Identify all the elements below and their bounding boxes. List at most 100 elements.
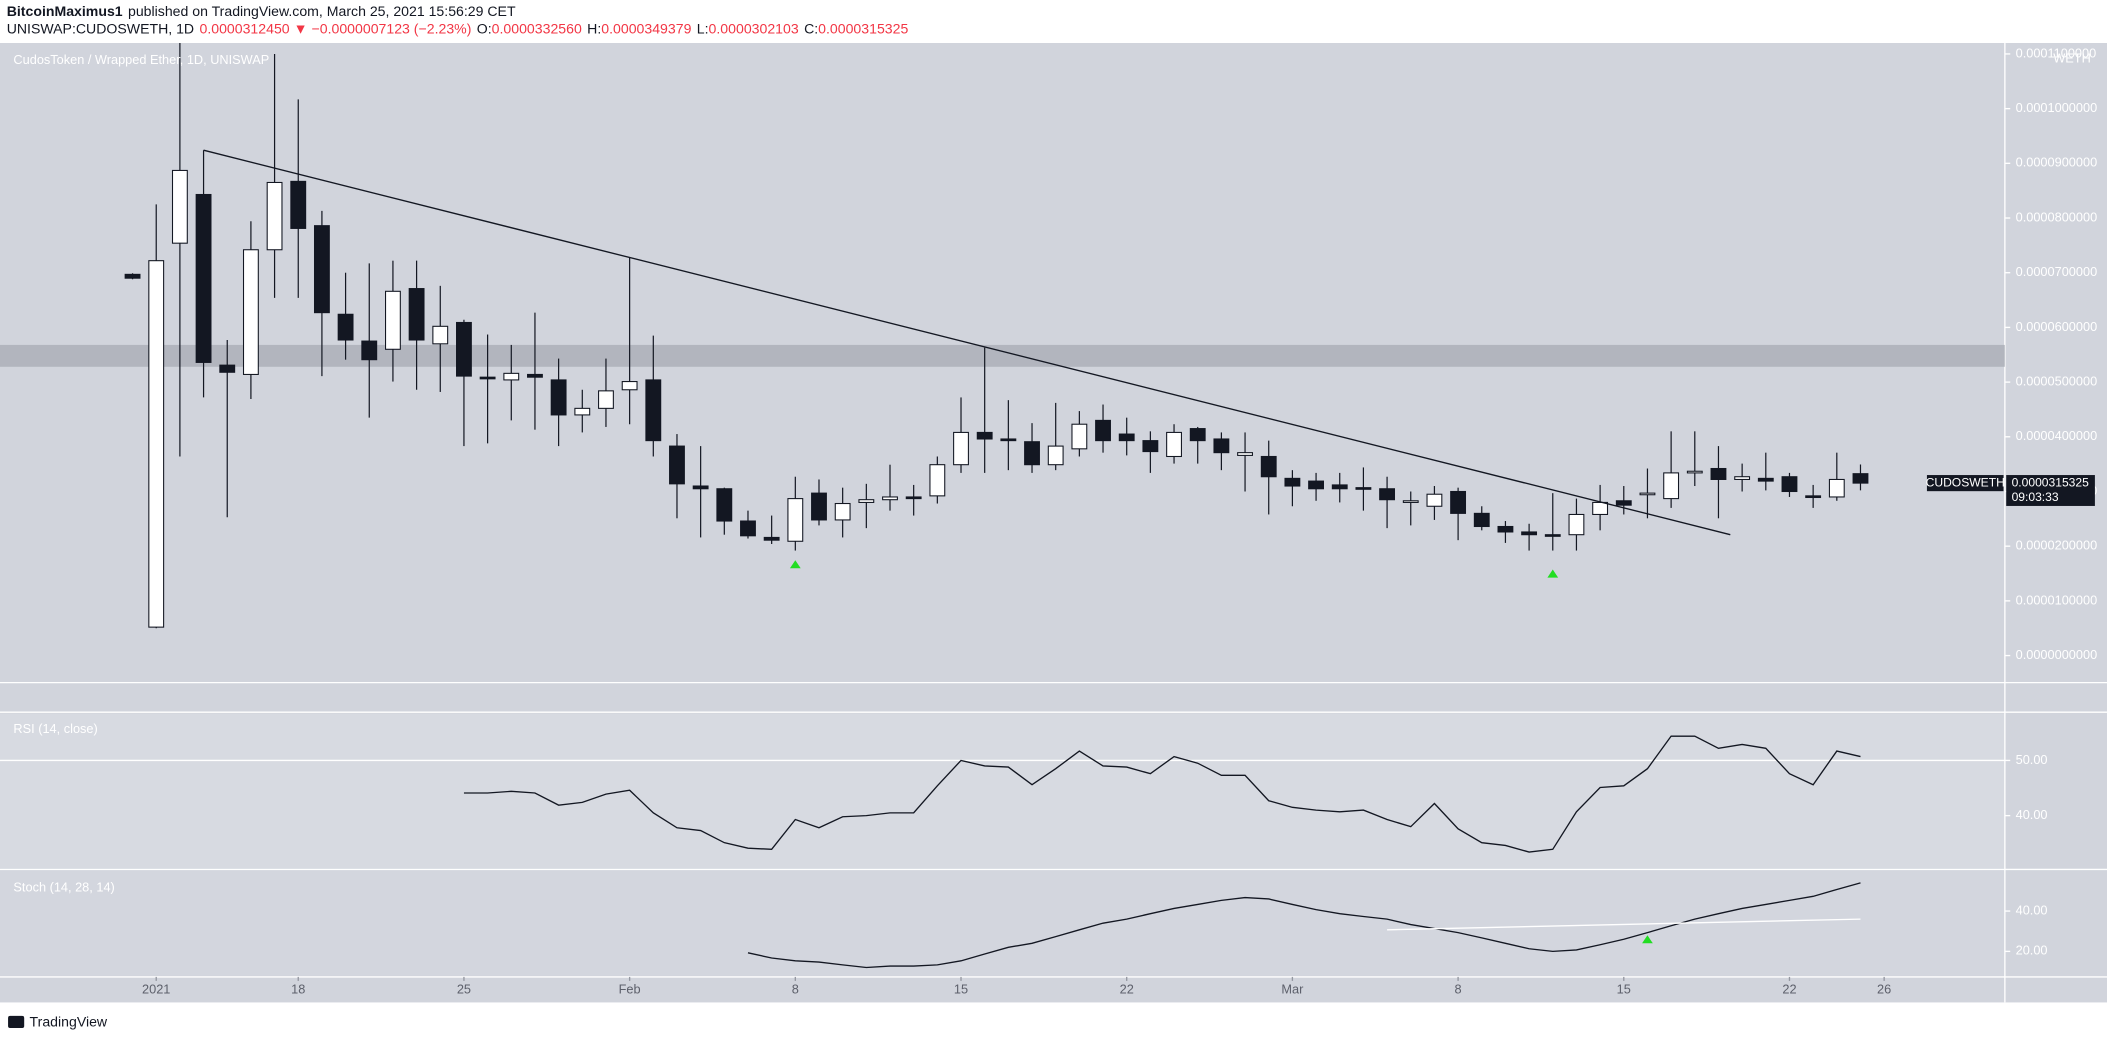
y-tick-label: 0.0000100000	[2016, 592, 2098, 607]
candle-body	[1853, 474, 1868, 483]
last: 0.0000312450	[200, 20, 290, 36]
c-label: C:	[804, 20, 818, 36]
symbol: UNISWAP:CUDOSWETH, 1D	[7, 20, 194, 36]
candle-body	[883, 497, 898, 500]
candle-body	[1640, 493, 1655, 495]
candle-body	[1522, 532, 1537, 535]
candle-body	[1190, 429, 1205, 441]
l-label: L:	[697, 20, 709, 36]
candle-body	[954, 432, 969, 464]
candle-body	[764, 537, 779, 540]
candle-body	[1569, 514, 1584, 534]
y-tick-label: 50.00	[2016, 752, 2048, 767]
x-tick-label: 8	[792, 982, 799, 997]
candle-body	[812, 493, 827, 520]
candle-body	[1285, 478, 1300, 486]
candle-body	[409, 289, 424, 340]
x-tick-label: Mar	[1281, 982, 1304, 997]
candle-body	[220, 365, 235, 372]
candle-body	[1474, 513, 1489, 526]
c: 0.0000315325	[818, 20, 908, 36]
o: 0.0000332560	[492, 20, 582, 36]
candle-body	[1356, 488, 1371, 490]
candle-body	[1238, 453, 1253, 456]
candle-body	[1072, 424, 1087, 449]
y-tick-label: 40.00	[2016, 902, 2048, 917]
candle-body	[1001, 439, 1016, 441]
candle-body	[315, 226, 330, 313]
candle-body	[1498, 526, 1513, 531]
candle-body	[1616, 501, 1631, 505]
candle-body	[1806, 496, 1821, 498]
candle-body	[1048, 446, 1063, 465]
resistance-zone	[0, 345, 2005, 367]
candle-body	[1309, 481, 1324, 489]
candle-body	[622, 382, 637, 390]
candle-body	[362, 341, 377, 360]
y-tick-label: 0.0000000000	[2016, 647, 2098, 662]
o-label: O:	[477, 20, 492, 36]
candle-body	[125, 274, 140, 278]
chart-page: BitcoinMaximus1 published on TradingView.…	[0, 0, 2107, 1041]
y-tick-label: 40.00	[2016, 807, 2048, 822]
x-tick-label: 15	[954, 982, 968, 997]
y-tick-label: 0.0000500000	[2016, 373, 2098, 388]
countdown: 09:03:33	[2012, 490, 2059, 504]
candle-body	[1403, 501, 1418, 503]
candle-body	[575, 408, 590, 415]
published: published on TradingView.com, March 25, …	[128, 3, 516, 19]
y-tick-label: 0.0000600000	[2016, 319, 2098, 334]
x-tick-label: 25	[457, 982, 471, 997]
h-label: H:	[587, 20, 601, 36]
header-line: UNISWAP:CUDOSWETH, 1D 0.0000312450▼ −0.00…	[7, 20, 909, 36]
candle-body	[1380, 489, 1395, 500]
candle-body	[1829, 479, 1844, 497]
candle-body	[930, 465, 945, 496]
candle-body	[1261, 456, 1276, 476]
y-tick-label: 0.0000200000	[2016, 538, 2098, 553]
candle-body	[693, 486, 708, 489]
candle-body	[835, 504, 850, 520]
change: ▼ −0.0000007123 (−2.23%)	[294, 20, 472, 36]
x-tick-label: 22	[1120, 982, 1134, 997]
candle-body	[1214, 439, 1229, 453]
candle-body	[1096, 420, 1111, 440]
candle-body	[457, 322, 472, 376]
candle-body	[1735, 477, 1750, 480]
last-price-label: 0.0000315325	[2012, 475, 2090, 489]
candle-body	[859, 500, 874, 503]
candle-body	[173, 170, 188, 243]
candle-body	[551, 380, 566, 415]
candle-body	[1687, 471, 1702, 473]
candle-body	[386, 291, 401, 349]
pane-title: RSI (14, close)	[13, 721, 97, 736]
logo	[8, 1016, 24, 1028]
candle-body	[1758, 478, 1773, 481]
symbol-label: CUDOSWETH	[1926, 475, 2005, 489]
candle-body	[338, 314, 353, 340]
candle-body	[1143, 441, 1158, 452]
rsi-background	[0, 714, 2005, 869]
candle-body	[741, 521, 756, 536]
candle-body	[433, 326, 448, 344]
candle-body	[1782, 477, 1797, 492]
candle-body	[1119, 434, 1134, 441]
y-tick-label: 0.0001000000	[2016, 100, 2098, 115]
x-tick-label: 18	[291, 982, 305, 997]
pane-title: CudosToken / Wrapped Ether, 1D, UNISWAP	[13, 52, 269, 67]
candle-body	[1167, 432, 1182, 456]
candle-body	[504, 373, 519, 380]
candle-body	[906, 497, 921, 499]
x-tick-label: 8	[1455, 982, 1462, 997]
candle-body	[1451, 491, 1466, 513]
x-tick-label: 22	[1782, 982, 1796, 997]
candle-body	[1711, 469, 1726, 480]
candle-body	[788, 499, 803, 542]
candle-body	[528, 374, 543, 377]
y-tick-label: 0.0000800000	[2016, 209, 2098, 224]
l: 0.0000302103	[709, 20, 799, 36]
author: BitcoinMaximus1	[7, 3, 123, 19]
h: 0.0000349379	[601, 20, 691, 36]
y-tick-label: 0.0000700000	[2016, 264, 2098, 279]
candle-body	[480, 377, 495, 379]
